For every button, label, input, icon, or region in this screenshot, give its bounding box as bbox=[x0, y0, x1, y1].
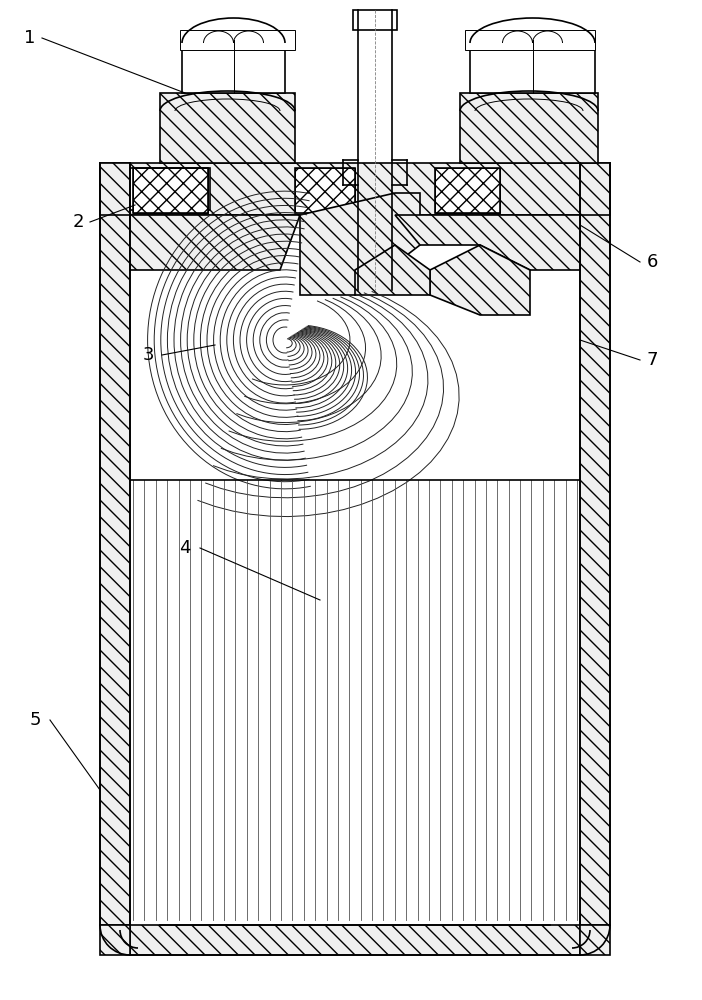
Bar bbox=[580, 163, 610, 925]
Bar bbox=[100, 163, 610, 215]
Bar bbox=[133, 168, 208, 213]
Polygon shape bbox=[130, 215, 300, 270]
Bar bbox=[130, 925, 580, 955]
Bar bbox=[130, 168, 210, 210]
Text: 2: 2 bbox=[72, 213, 84, 231]
Bar bbox=[435, 168, 500, 213]
Text: 1: 1 bbox=[25, 29, 36, 47]
Bar bbox=[160, 93, 295, 163]
Bar bbox=[295, 168, 355, 213]
Bar bbox=[133, 171, 188, 205]
Bar bbox=[465, 30, 595, 50]
Bar bbox=[460, 93, 598, 163]
Bar bbox=[353, 10, 397, 30]
Polygon shape bbox=[300, 193, 420, 295]
Bar bbox=[100, 925, 130, 955]
Bar bbox=[100, 163, 130, 925]
Bar bbox=[435, 168, 500, 213]
Text: 3: 3 bbox=[143, 346, 154, 364]
Text: 4: 4 bbox=[179, 539, 191, 557]
Bar bbox=[182, 40, 285, 93]
Polygon shape bbox=[355, 245, 430, 295]
Polygon shape bbox=[430, 245, 530, 315]
Text: 5: 5 bbox=[29, 711, 41, 729]
Bar bbox=[135, 175, 185, 202]
Text: 7: 7 bbox=[647, 351, 658, 369]
Bar bbox=[295, 168, 355, 213]
Bar bbox=[180, 30, 295, 50]
Polygon shape bbox=[395, 215, 580, 270]
Bar bbox=[470, 40, 595, 93]
Bar bbox=[580, 925, 610, 955]
Bar bbox=[133, 168, 208, 213]
Text: 6: 6 bbox=[647, 253, 658, 271]
